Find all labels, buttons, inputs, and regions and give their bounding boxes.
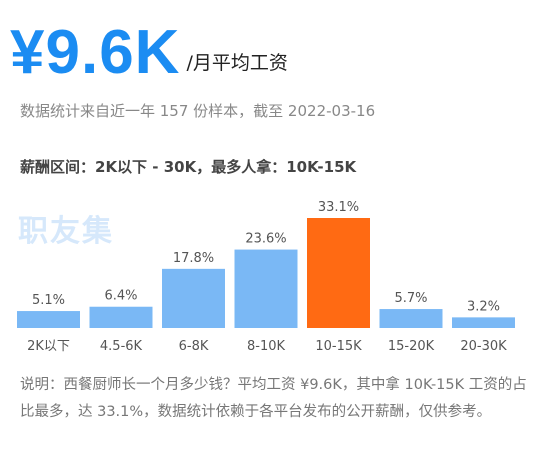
salary-distribution-chart: 5.1% 2K以下 6.4% 4.5-6K 17.8% 6-8K 23.6% 8-10K 33.… — [17, 200, 515, 354]
bar-6-8K — [162, 268, 225, 328]
bar-20-30K — [452, 317, 515, 328]
value-label-10-15K: 33.1% — [318, 200, 359, 215]
value-label-4.5-6K: 6.4% — [104, 289, 137, 304]
category-label-10-15K: 10-15K — [315, 339, 362, 354]
bar-4.5-6K — [89, 306, 153, 328]
average-salary: ¥9.6K — [10, 18, 181, 87]
value-label-20-30K: 3.2% — [467, 299, 500, 314]
category-label-6-8K: 6-8K — [179, 339, 209, 354]
sample-info: 数据统计来自近一年 157 份样本，截至 2022-03-16 — [20, 102, 376, 120]
description-note: 说明：西餐厨师长一个月多少钱？平均工资 ¥9.6K，其中拿 10K-15K 工资… — [20, 377, 527, 420]
watermark-logo: 职友集 — [18, 214, 114, 249]
value-label-2K以下: 5.1% — [32, 293, 65, 308]
category-label-2K以下: 2K以下 — [27, 339, 70, 354]
category-label-15-20K: 15-20K — [388, 339, 435, 354]
salary-range-info: 薪酬区间：2K以下 - 30K，最多人拿：10K-15K — [20, 158, 357, 176]
salary-headline: ¥9.6K /月平均工资 — [10, 4, 288, 88]
salary-unit: /月平均工资 — [186, 52, 288, 74]
category-label-4.5-6K: 4.5-6K — [100, 339, 143, 354]
value-label-8-10K: 23.6% — [245, 232, 286, 247]
value-label-15-20K: 5.7% — [394, 291, 427, 306]
value-label-6-8K: 17.8% — [173, 251, 214, 266]
bar-10-15K — [307, 218, 370, 328]
bar-8-10K — [234, 249, 298, 328]
bar-15-20K — [379, 309, 443, 328]
category-label-8-10K: 8-10K — [247, 339, 286, 354]
bar-2K以下 — [17, 311, 80, 328]
category-label-20-30K: 20-30K — [460, 339, 507, 354]
